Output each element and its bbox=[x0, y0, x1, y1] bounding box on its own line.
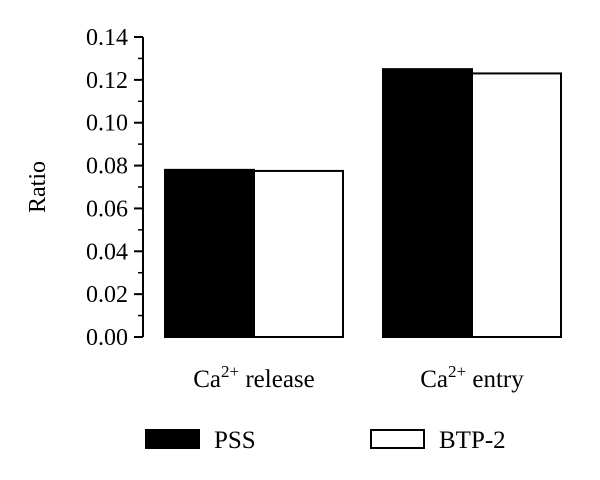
bars bbox=[164, 68, 562, 339]
y-axis: 0.00 0.02 0.04 0.06 0.08 0.10 0.12 0.14 bbox=[86, 25, 144, 351]
bar-pss-1 bbox=[382, 68, 473, 339]
y-axis-title: Ratio bbox=[25, 161, 51, 213]
y-tick-label: 0.08 bbox=[86, 154, 128, 180]
x-category-label: Ca2+ entry bbox=[420, 362, 524, 393]
legend-swatch bbox=[145, 429, 200, 449]
legend-label: BTP-2 bbox=[439, 427, 506, 454]
legend-swatch bbox=[370, 429, 425, 449]
y-tick-label: 0.02 bbox=[86, 282, 128, 308]
bar-btp-2-1 bbox=[471, 72, 562, 339]
y-tick-label: 0.12 bbox=[86, 68, 128, 94]
bar-pss-0 bbox=[164, 168, 255, 338]
y-tick-label: 0.14 bbox=[86, 25, 128, 51]
y-tick-label: 0.00 bbox=[86, 325, 128, 351]
bar-btp-2-0 bbox=[253, 169, 344, 338]
legend-label: PSS bbox=[214, 427, 256, 454]
x-category-label: Ca2+ release bbox=[193, 362, 315, 393]
y-tick-label: 0.06 bbox=[86, 196, 128, 222]
y-tick-label: 0.10 bbox=[86, 111, 128, 137]
legend: PSS BTP-2 bbox=[145, 427, 506, 454]
x-axis-labels: Ca2+ release Ca2+ entry bbox=[193, 362, 524, 393]
y-tick-label: 0.04 bbox=[86, 239, 128, 265]
